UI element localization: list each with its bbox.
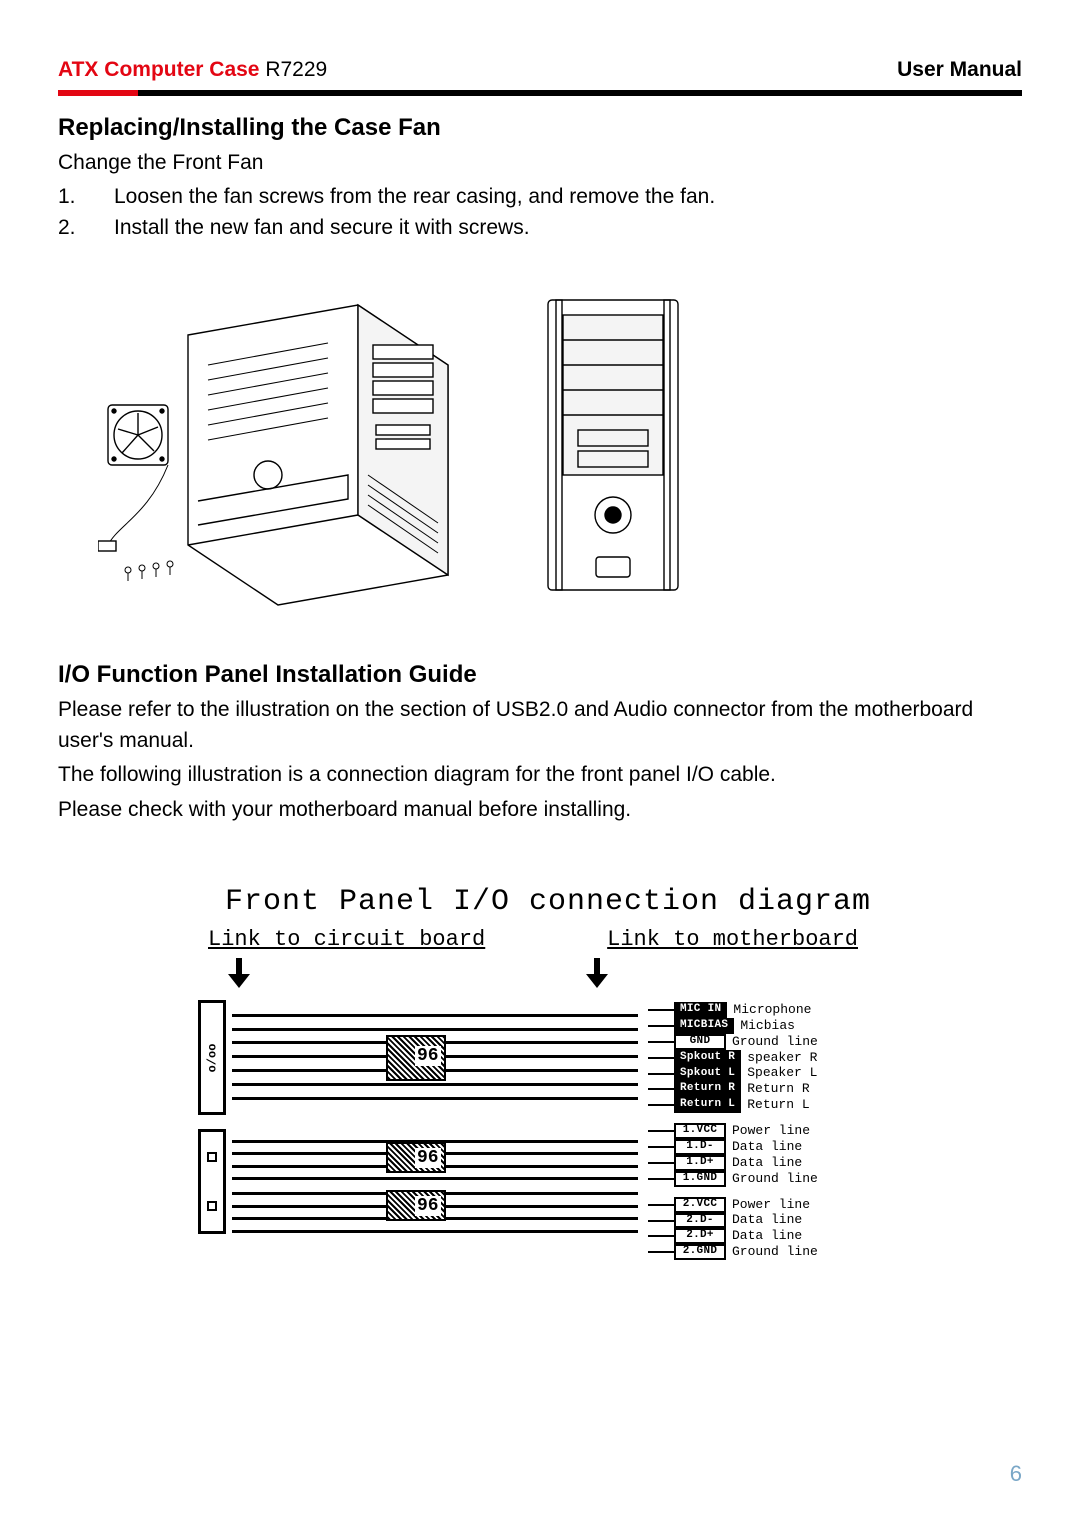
pin-row: 2.VCC Power line xyxy=(648,1197,898,1213)
audio-pins: MIC IN MicrophoneMICBIAS Micbias GND Ground … xyxy=(648,1002,898,1113)
step-text: Loosen the fan screws from the rear casi… xyxy=(114,182,1022,212)
pin-desc: Ground line xyxy=(732,1172,818,1186)
diagram-left-label: Link to circuit board xyxy=(208,927,485,952)
pin-box: 1.D- xyxy=(674,1139,726,1155)
page-number: 6 xyxy=(1010,1461,1022,1487)
pin-box: MIC IN xyxy=(674,1002,727,1018)
pin-box: 2.GND xyxy=(674,1244,726,1260)
pin-desc: speaker R xyxy=(747,1051,817,1065)
pin-row: 2.D+ Data line xyxy=(648,1228,898,1244)
pin-row: Return R Return R xyxy=(648,1081,898,1097)
pin-row: 2.GND Ground line xyxy=(648,1244,898,1260)
pin-desc: Data line xyxy=(732,1156,802,1170)
step-row: 1. Loosen the fan screws from the rear c… xyxy=(58,182,1022,212)
pin-box: 2.D- xyxy=(674,1213,726,1229)
pin-desc: Ground line xyxy=(732,1245,818,1259)
header-left: ATX Computer Case R7229 xyxy=(58,58,327,82)
diagram-pin-labels: MIC IN MicrophoneMICBIAS Micbias GND Ground … xyxy=(648,958,898,1260)
pin-box: GND xyxy=(674,1034,726,1050)
step-num: 1. xyxy=(58,182,114,212)
step-row: 2. Install the new fan and secure it wit… xyxy=(58,213,1022,243)
usb-port-box xyxy=(198,1129,226,1234)
section2-title: I/O Function Panel Installation Guide xyxy=(58,661,1022,689)
pin-desc: Power line xyxy=(732,1124,810,1138)
pin-desc: Return L xyxy=(747,1098,809,1112)
header-right: User Manual xyxy=(897,58,1022,82)
diagram-sublabels: Link to circuit board Link to motherboar… xyxy=(208,927,858,952)
section2-p2: The following illustration is a connecti… xyxy=(58,760,1022,790)
pin-row: 1.D- Data line xyxy=(648,1139,898,1155)
pin-row: GND Ground line xyxy=(648,1034,898,1050)
pin-box: 2.VCC xyxy=(674,1197,726,1213)
pin-box: Return L xyxy=(674,1097,741,1113)
case-iso-drawing xyxy=(98,275,478,615)
step-text: Install the new fan and secure it with s… xyxy=(114,213,1022,243)
section1-title: Replacing/Installing the Case Fan xyxy=(58,114,1022,142)
pin-row: Spkout L Speaker L xyxy=(648,1066,898,1082)
pin-desc: Micbias xyxy=(740,1019,795,1033)
header-model: R7229 xyxy=(265,58,327,81)
pin-desc: Data line xyxy=(732,1140,802,1154)
pin-box: Spkout R xyxy=(674,1050,741,1066)
pin-box: MICBIAS xyxy=(674,1018,734,1034)
pin-desc: Speaker L xyxy=(747,1066,817,1080)
pin-desc: Return R xyxy=(747,1082,809,1096)
section2-p1: Please refer to the illustration on the … xyxy=(58,695,1022,756)
audio-cable-group: 96 xyxy=(232,1000,638,1115)
pin-row: Return L Return L xyxy=(648,1097,898,1113)
pin-box: 1.D+ xyxy=(674,1155,726,1171)
header-brand: ATX Computer Case xyxy=(58,58,259,81)
pin-box: 1.VCC xyxy=(674,1123,726,1139)
pin-row: 2.D- Data line xyxy=(648,1213,898,1229)
section2-p3: Please check with your motherboard manua… xyxy=(58,795,1022,825)
pin-desc: Power line xyxy=(732,1198,810,1212)
diagram-left: o/oo xyxy=(198,958,638,1260)
page-header: ATX Computer Case R7229 User Manual xyxy=(58,58,1022,82)
arrow-down-icon xyxy=(586,958,608,990)
pin-box: 1.GND xyxy=(674,1171,726,1187)
case-figure xyxy=(98,265,1022,625)
cable-length-tag: 96 xyxy=(415,1196,441,1216)
section1-steps: 1. Loosen the fan screws from the rear c… xyxy=(58,182,1022,243)
cable-length-tag: 96 xyxy=(415,1148,441,1168)
pin-desc: Microphone xyxy=(733,1003,811,1017)
usb-icon xyxy=(207,1152,217,1162)
section1-subtitle: Change the Front Fan xyxy=(58,148,1022,178)
pin-desc: Ground line xyxy=(732,1035,818,1049)
pin-box: 2.D+ xyxy=(674,1228,726,1244)
cable-length-tag: 96 xyxy=(415,1046,441,1066)
pin-desc: Data line xyxy=(732,1213,802,1227)
pin-desc: Data line xyxy=(732,1229,802,1243)
audio-port-box: o/oo xyxy=(198,1000,226,1115)
diagram-title: Front Panel I/O connection diagram xyxy=(198,885,898,919)
usb-icon xyxy=(207,1201,217,1211)
pin-row: 1.D+ Data line xyxy=(648,1155,898,1171)
audio-port-label: o/oo xyxy=(205,1043,219,1072)
pin-box: Return R xyxy=(674,1081,741,1097)
pin-row: 1.GND Ground line xyxy=(648,1171,898,1187)
header-rule xyxy=(58,90,1022,96)
pin-row: Spkout R speaker R xyxy=(648,1050,898,1066)
usb1-pins: 1.VCC Power line 1.D- Data line 1.D+ Data lin… xyxy=(648,1123,898,1187)
pin-row: 1.VCC Power line xyxy=(648,1123,898,1139)
diagram-right-label: Link to motherboard xyxy=(607,927,858,952)
usb-cable-group: 96 96 xyxy=(232,1129,638,1234)
arrow-down-icon xyxy=(228,958,250,990)
io-diagram: Front Panel I/O connection diagram Link … xyxy=(198,885,898,1260)
pin-row: MICBIAS Micbias xyxy=(648,1018,898,1034)
step-num: 2. xyxy=(58,213,114,243)
case-front-drawing xyxy=(538,295,688,595)
usb2-pins: 2.VCC Power line 2.D- Data line 2.D+ Data lin… xyxy=(648,1197,898,1261)
pin-row: MIC IN Microphone xyxy=(648,1002,898,1018)
pin-box: Spkout L xyxy=(674,1066,741,1082)
